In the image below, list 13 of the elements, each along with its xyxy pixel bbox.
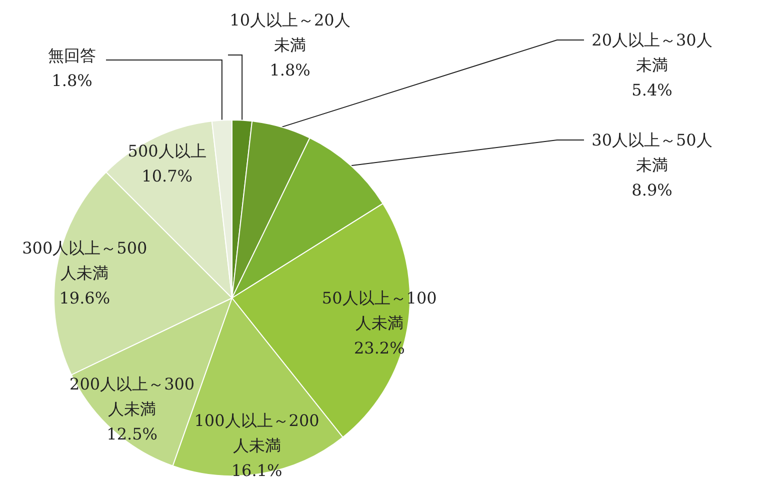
slice-label: 10人以上～20人未満 <box>230 10 350 54</box>
data-label: 5.4% <box>632 80 672 100</box>
data-label: 19.6% <box>59 288 110 308</box>
data-label: 1.8% <box>52 71 92 90</box>
data-label: 10.7% <box>142 166 192 186</box>
slice-label: 300人以上～500人未満 <box>22 238 148 282</box>
data-label: 8.9% <box>632 180 672 200</box>
slice-label: 100人以上～200人未満 <box>194 410 320 455</box>
data-label: 1.8% <box>270 60 310 80</box>
slice-label: 500人以上 <box>128 141 206 160</box>
slice-label: 無回答 <box>48 46 96 65</box>
slice-label: 30人以上～50人未満 <box>592 130 712 174</box>
slice-label: 20人以上～30人未満 <box>592 30 712 74</box>
